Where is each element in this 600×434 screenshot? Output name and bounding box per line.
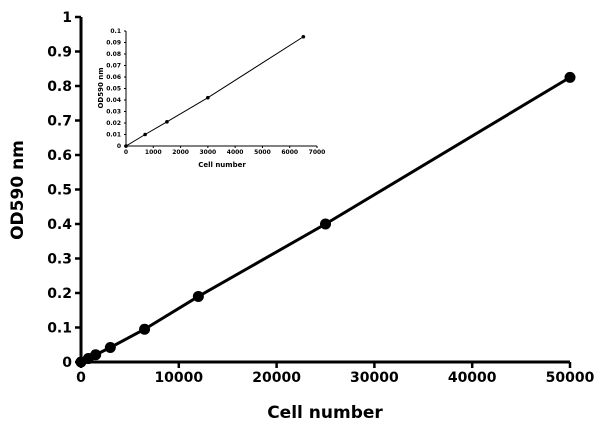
main-y-tick-label: 0.8 bbox=[47, 79, 72, 95]
inset-series-line bbox=[125, 36, 304, 147]
inset-x-tick-label: 2000 bbox=[172, 149, 189, 156]
inset-data-point bbox=[301, 34, 306, 39]
main-y-tick-label: 0 bbox=[62, 355, 72, 371]
main-y-tick-label: 1 bbox=[62, 10, 72, 26]
main-y-tick-label: 0.2 bbox=[47, 286, 72, 302]
inset-y-tick-label: 0 bbox=[117, 143, 121, 150]
inset-y-tick-label: 0.05 bbox=[106, 86, 121, 93]
inset-y-tick-label: 0.04 bbox=[106, 97, 121, 104]
main-y-axis-label: OD590 nm bbox=[8, 140, 28, 240]
main-y-tick-label: 0.9 bbox=[47, 44, 72, 60]
inset-x-tick-label: 6000 bbox=[281, 149, 298, 156]
main-x-tick-label: 10000 bbox=[154, 370, 203, 386]
inset-x-tick-label: 3000 bbox=[200, 149, 217, 156]
main-y-tick-label: 0.4 bbox=[47, 217, 72, 233]
inset-data-point bbox=[124, 144, 128, 148]
main-data-point bbox=[104, 342, 116, 354]
main-y-tick-label: 0.5 bbox=[47, 182, 72, 198]
main-x-axis-label: Cell number bbox=[267, 403, 383, 423]
inset-y-tick-label: 0.01 bbox=[106, 132, 121, 139]
inset-x-tick-label: 4000 bbox=[227, 149, 244, 156]
main-y-tick-label: 0.7 bbox=[47, 113, 72, 129]
main-data-point bbox=[564, 71, 576, 83]
inset-y-tick-label: 0.02 bbox=[106, 120, 121, 127]
inset-x-tick-label: 5000 bbox=[254, 149, 271, 156]
inset-x-tick-label: 1000 bbox=[145, 149, 162, 156]
main-data-point bbox=[139, 323, 151, 335]
inset-y-tick-label: 0.07 bbox=[106, 63, 121, 70]
main-y-tick-label: 0.6 bbox=[47, 148, 72, 164]
inset-y-tick-label: 0.03 bbox=[106, 109, 121, 116]
main-y-tick-label: 0.1 bbox=[47, 320, 72, 336]
inset-x-tick-label: 0 bbox=[124, 149, 128, 156]
main-data-point bbox=[192, 290, 204, 302]
main-y-tick-label: 0.3 bbox=[47, 251, 72, 267]
main-x-tick-label: 20000 bbox=[252, 370, 301, 386]
inset-y-tick-label: 0.09 bbox=[106, 40, 121, 47]
inset-y-tick-label: 0.1 bbox=[110, 28, 121, 35]
main-data-point bbox=[320, 218, 331, 230]
inset-data-point bbox=[143, 132, 147, 137]
main-x-tick-label: 40000 bbox=[448, 370, 497, 386]
inset-x-tick-label: 7000 bbox=[309, 149, 326, 156]
inset-data-point bbox=[206, 95, 210, 100]
inset-data-point bbox=[165, 120, 169, 124]
main-x-tick-label: 30000 bbox=[350, 370, 399, 386]
main-x-tick-label: 50000 bbox=[546, 370, 595, 386]
inset-y-tick-label: 0.08 bbox=[106, 51, 121, 58]
inset-y-axis-label: OD590 nm bbox=[97, 67, 105, 108]
inset-y-tick-label: 0.06 bbox=[106, 74, 121, 81]
inset-x-axis-label: Cell number bbox=[198, 161, 246, 169]
main-data-point bbox=[90, 349, 102, 361]
main-x-tick-label: 0 bbox=[76, 370, 86, 386]
